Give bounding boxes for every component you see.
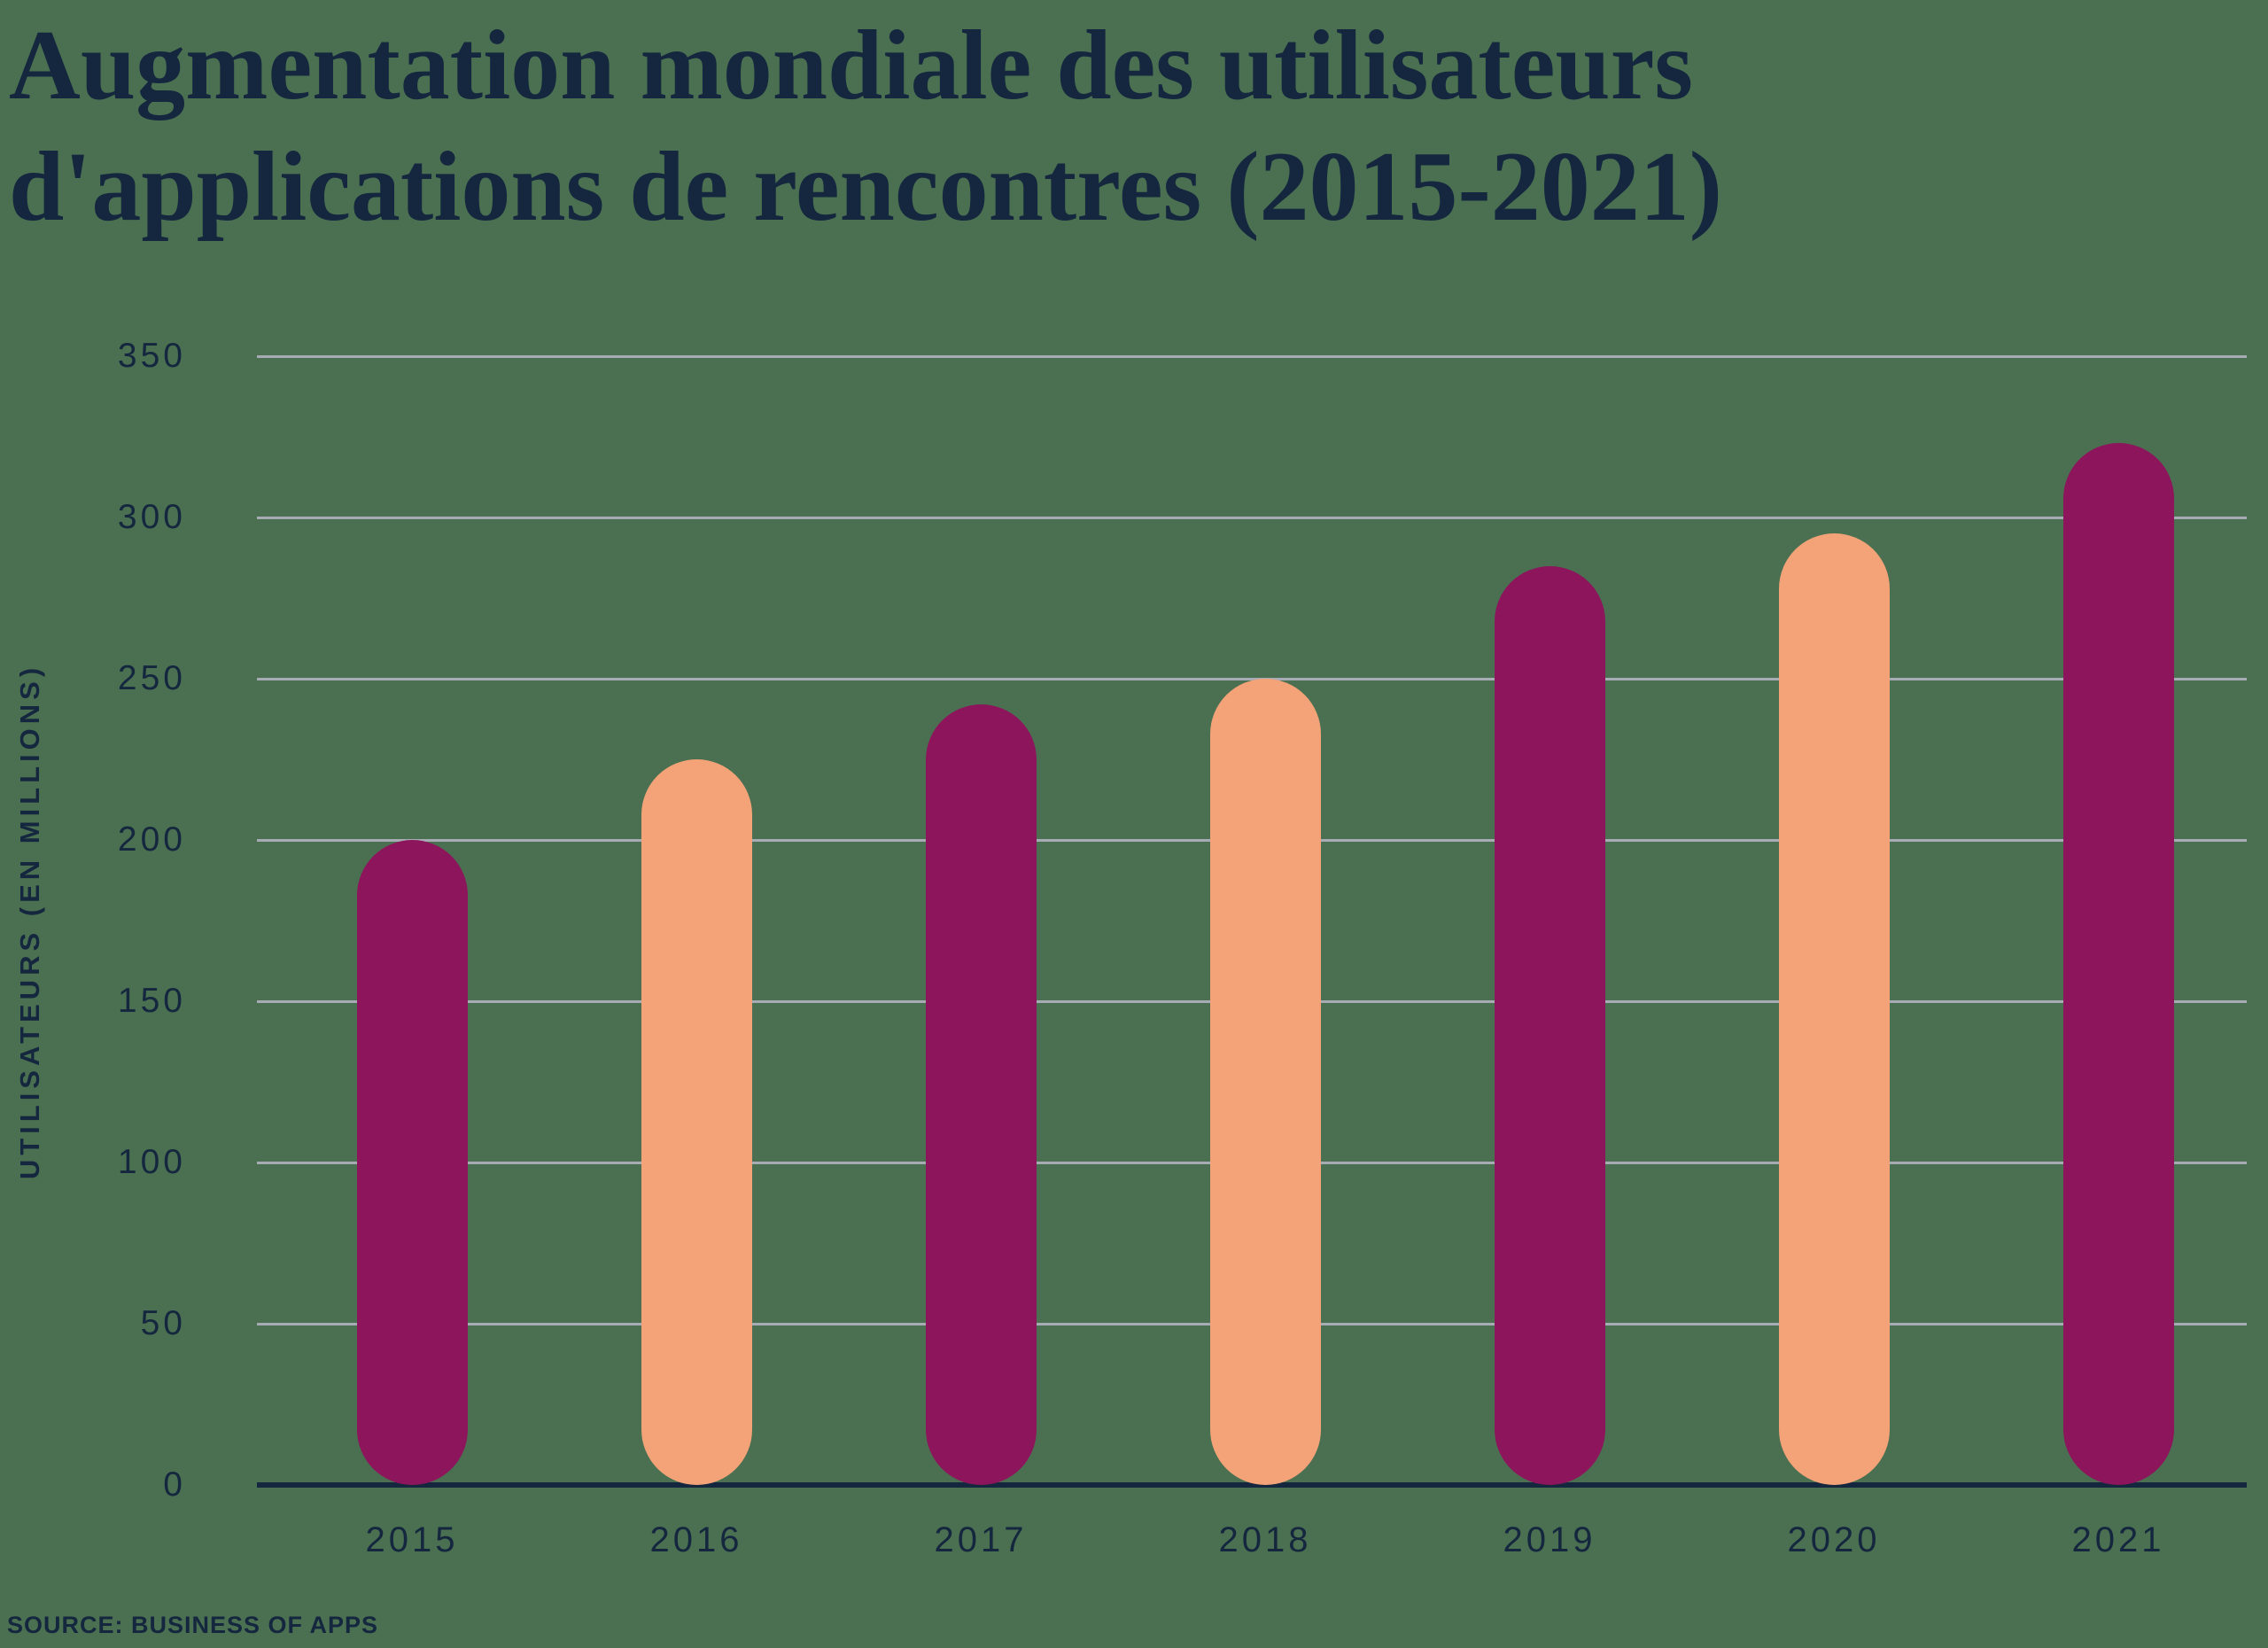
y-tick-label-350: 350 (117, 337, 186, 375)
bar-2021 (2062, 443, 2174, 1485)
chart-title: Augmentation mondiale des utilisateurs d… (9, 5, 1722, 247)
y-tick-label-250: 250 (117, 659, 186, 697)
x-axis-label-2015: 2015 (365, 1520, 459, 1559)
x-axis-label-2018: 2018 (1218, 1520, 1312, 1559)
gridline-250 (257, 677, 2247, 680)
plot-area: 0 50 100 150 200 250 300 350 2015 2016 2017 2018 201… (118, 337, 2247, 1559)
y-tick-label-150: 150 (117, 982, 186, 1020)
x-axis-label-2017: 2017 (934, 1520, 1028, 1559)
y-tick-label-0: 0 (163, 1465, 186, 1504)
y-tick-label-200: 200 (117, 820, 186, 859)
bar-2016 (641, 759, 752, 1485)
y-tick-label-50: 50 (140, 1304, 186, 1342)
x-axis-label-2021: 2021 (2071, 1520, 2165, 1559)
y-tick-label-100: 100 (117, 1143, 186, 1181)
bar-2020 (1778, 533, 1890, 1485)
gridline-350 (257, 354, 2247, 358)
chart-title-line-2: d'applications de rencontres (2015-2021) (9, 131, 1723, 242)
x-axis-label-2016: 2016 (649, 1520, 743, 1559)
bar-2015 (356, 840, 468, 1485)
gridline-300 (257, 516, 2247, 519)
source-attribution: SOURCE: BUSINESS OF APPS (7, 1612, 379, 1638)
bar-2017 (925, 704, 1037, 1485)
bar-2019 (1494, 565, 1605, 1485)
y-tick-label-300: 300 (117, 498, 186, 536)
x-axis-line (257, 1482, 2247, 1488)
x-axis-label-2020: 2020 (1787, 1520, 1881, 1559)
chart-title-line-1: Augmentation mondiale des utilisateurs (9, 11, 1693, 120)
x-axis-label-2019: 2019 (1503, 1520, 1596, 1559)
bar-2018 (1209, 679, 1321, 1485)
y-axis-title: UTILISATEURS (EN MILLIONS) (14, 663, 45, 1180)
